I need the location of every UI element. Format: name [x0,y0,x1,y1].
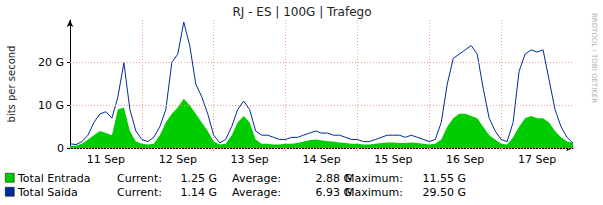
svg-text:Maximum:: Maximum: [345,172,403,185]
svg-text:Average:: Average: [232,186,281,199]
svg-text:16 Sep: 16 Sep [446,153,484,166]
svg-text:20 G: 20 G [38,56,64,69]
svg-text:11 Sep: 11 Sep [87,153,125,166]
svg-text:1.14 G: 1.14 G [180,186,217,199]
svg-text:Total Saida: Total Saida [17,186,78,199]
svg-text:RJ - ES | 100G | Trafego: RJ - ES | 100G | Trafego [232,5,371,19]
svg-text:0: 0 [57,142,64,155]
svg-text:Maximum:: Maximum: [345,186,403,199]
svg-text:Current:: Current: [117,186,162,199]
svg-text:15 Sep: 15 Sep [374,153,412,166]
svg-text:2.88 G: 2.88 G [315,171,352,185]
svg-text:10 G: 10 G [38,99,64,112]
svg-text:29.50 G: 29.50 G [422,186,466,199]
svg-text:12 Sep: 12 Sep [159,153,197,166]
svg-text:Total Entrada: Total Entrada [17,172,90,185]
svg-text:RRDTOOL / TOBI OETIKER: RRDTOOL / TOBI OETIKER [590,13,598,103]
svg-text:bits per second: bits per second [6,46,17,123]
svg-text:17 Sep: 17 Sep [518,153,556,166]
svg-text:Average:: Average: [232,172,281,185]
svg-text:Current:: Current: [117,172,162,185]
svg-text:11.55 G: 11.55 G [422,172,466,185]
svg-text:1.25 G: 1.25 G [180,172,217,185]
svg-text:14 Sep: 14 Sep [302,153,340,166]
svg-text:6.93 G: 6.93 G [315,185,352,199]
svg-text:13 Sep: 13 Sep [231,153,269,166]
